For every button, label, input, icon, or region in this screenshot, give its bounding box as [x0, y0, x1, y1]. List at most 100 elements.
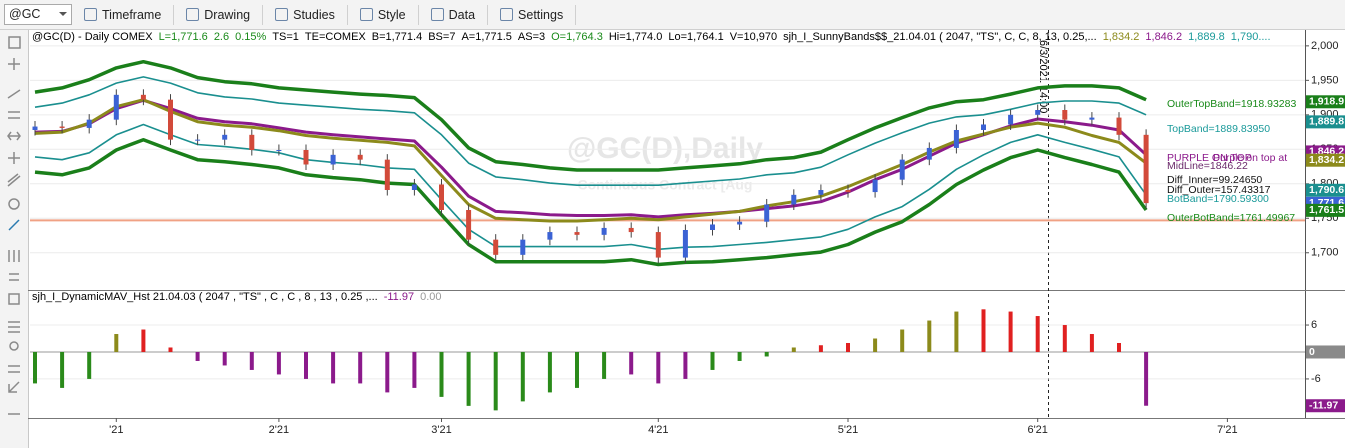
tool-icon[interactable]	[8, 198, 20, 210]
toolbar-button[interactable]: Settings	[500, 4, 577, 25]
histogram-bar	[737, 351, 742, 361]
candle-body	[384, 159, 390, 190]
histogram-bar	[412, 351, 417, 388]
x-tick-label: 3'21	[431, 424, 451, 436]
candle-body	[601, 227, 607, 235]
header-item: sjh_I_SunnyBands$$_21.04.01 ( 2047, "TS"…	[783, 31, 1097, 43]
candle-body	[249, 134, 255, 150]
header-item: sjh_I_DynamicMAV_Hst 21.04.03 ( 2047 , "…	[32, 291, 378, 303]
candle-body	[276, 150, 282, 151]
histogram-bar	[331, 351, 336, 384]
toolbar-button[interactable]: Style	[359, 4, 419, 25]
histogram-bar	[1089, 334, 1094, 352]
candle-body	[628, 227, 634, 233]
histogram-bar	[520, 351, 525, 402]
histogram-bar	[276, 351, 281, 375]
candle-body	[330, 154, 336, 165]
toolbar-button[interactable]: Data	[430, 4, 489, 25]
band-line	[34, 123, 1147, 251]
value-badge	[1306, 153, 1345, 167]
button-icon	[186, 8, 200, 21]
candle-body	[439, 184, 444, 210]
candle-body	[168, 99, 173, 140]
tool-icon[interactable]	[8, 152, 20, 164]
tool-icon[interactable]	[8, 58, 20, 70]
header-item: @GC(D) - Daily COMEX	[32, 31, 153, 43]
histogram-bar	[602, 351, 607, 379]
band-line	[34, 98, 1148, 223]
x-tick-label: 2'21	[269, 424, 289, 436]
histogram-bar	[493, 351, 498, 411]
candle-body	[1089, 117, 1095, 120]
symbol-box[interactable]: @GC	[4, 4, 72, 25]
histogram-bar	[575, 351, 579, 388]
band-line	[34, 98, 1148, 219]
toolbar-button[interactable]: Studies	[275, 4, 348, 25]
tool-icon[interactable]	[7, 89, 21, 99]
candle-body	[655, 232, 661, 258]
candle-body	[682, 230, 688, 258]
histogram-bar	[1117, 342, 1121, 352]
candle-body	[953, 130, 959, 148]
y-tick-label: 2,000	[1311, 40, 1339, 52]
histogram-bar	[358, 351, 363, 384]
tool-icon[interactable]	[8, 381, 20, 393]
candle-body	[791, 194, 797, 205]
value-badge	[1306, 345, 1345, 359]
band-annotation: OuterTopBand=1918.93283	[1167, 98, 1296, 110]
histogram-bar	[249, 351, 254, 370]
candle-body	[872, 179, 878, 193]
histogram-bar	[981, 309, 986, 352]
band-annotation: Diff_Inner=99.24650	[1167, 174, 1262, 186]
header-item: 1,790....	[1230, 31, 1271, 43]
histogram-bar	[87, 351, 92, 379]
candle-body	[1062, 110, 1068, 120]
candle-body	[818, 190, 824, 195]
badge-label: 0	[1309, 346, 1315, 358]
x-tick-label: 4'21	[648, 424, 668, 436]
x-tick-label: 5'21	[838, 424, 858, 436]
tool-icon[interactable]	[8, 365, 20, 373]
band-annotation: PURPLE ON TOP	[1167, 152, 1252, 164]
header-item: 1,889.8	[1188, 31, 1225, 43]
tool-strip	[0, 30, 28, 448]
candle-body	[574, 232, 580, 235]
tool-icon[interactable]	[8, 321, 20, 333]
value-badge	[1306, 183, 1345, 197]
tool-icon[interactable]	[8, 219, 20, 231]
header-item: -11.97	[383, 291, 415, 303]
band-annotation: Diff_Outer=157.43317	[1167, 184, 1271, 196]
tool-icon[interactable]	[7, 173, 21, 187]
histogram-bar	[1062, 325, 1067, 352]
band-annotation: MidLine=1846.22	[1167, 160, 1248, 172]
header-item: Hi=1,774.0	[608, 31, 663, 43]
candle-body	[113, 94, 119, 120]
tool-icon[interactable]	[8, 250, 20, 262]
value-badge	[1306, 115, 1345, 129]
tool-icon[interactable]	[8, 111, 20, 119]
header-item: 1,834.2	[1102, 31, 1140, 43]
histogram-bar	[114, 334, 119, 352]
y-tick-label: 1,950	[1311, 74, 1339, 86]
watermark: @GC(D),Daily	[567, 132, 763, 165]
candle-body	[710, 224, 715, 230]
tool-icon[interactable]	[8, 293, 20, 305]
tool-icon[interactable]	[8, 36, 21, 49]
histogram-bar	[141, 329, 146, 352]
histogram-bar	[900, 329, 905, 352]
tool-icon[interactable]	[7, 131, 21, 141]
toolbar-button[interactable]: Timeframe	[84, 4, 175, 25]
toolbar-button[interactable]: Drawing	[186, 4, 264, 25]
histogram-bar	[656, 351, 661, 384]
tool-icon[interactable]	[9, 341, 19, 351]
value-badge	[1306, 203, 1345, 217]
band-annotation: BotBand=1790.59300	[1167, 193, 1269, 205]
price-header: @GC(D) - Daily COMEX L=1,771.6 2.6 0.15% TS=…	[32, 31, 1302, 43]
button-label: Style	[377, 7, 406, 22]
button-label: Timeframe	[102, 7, 162, 22]
y-tick-label: 6	[1311, 319, 1317, 331]
marker-label: 6/3/2021 14:00	[1037, 40, 1049, 113]
header-item: TE=COMEX	[304, 31, 366, 43]
tool-icon[interactable]	[9, 273, 19, 281]
